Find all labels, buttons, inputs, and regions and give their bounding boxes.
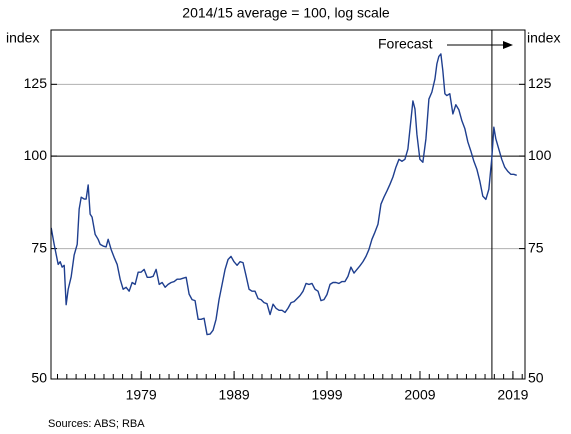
y-axis-label: index xyxy=(6,30,39,46)
y-tick-label: 125 xyxy=(24,75,48,91)
y-tick-label: 75 xyxy=(31,239,47,255)
data-line xyxy=(50,53,517,336)
x-tick-label: 1999 xyxy=(311,387,342,403)
x-tick-label: 2019 xyxy=(497,387,528,403)
forecast-label: Forecast xyxy=(378,36,433,52)
y-tick-label: 50 xyxy=(31,370,47,386)
forecast-arrowhead xyxy=(503,41,513,49)
x-tick-label: 2009 xyxy=(404,387,435,403)
y-tick-label: 100 xyxy=(24,147,48,163)
y2-tick-label: 75 xyxy=(528,239,544,255)
plot-frame xyxy=(50,29,526,380)
x-tick-label: 1989 xyxy=(219,387,250,403)
y2-tick-label: 50 xyxy=(528,370,544,386)
y2-axis-label: index xyxy=(527,30,560,46)
y2-tick-label: 125 xyxy=(528,75,552,91)
y2-tick-label: 100 xyxy=(528,147,552,163)
chart-subtitle: 2014/15 average = 100, log scale xyxy=(182,5,390,21)
x-tick-label: 1979 xyxy=(126,387,157,403)
source-note: Sources: ABS; RBA xyxy=(48,418,145,430)
